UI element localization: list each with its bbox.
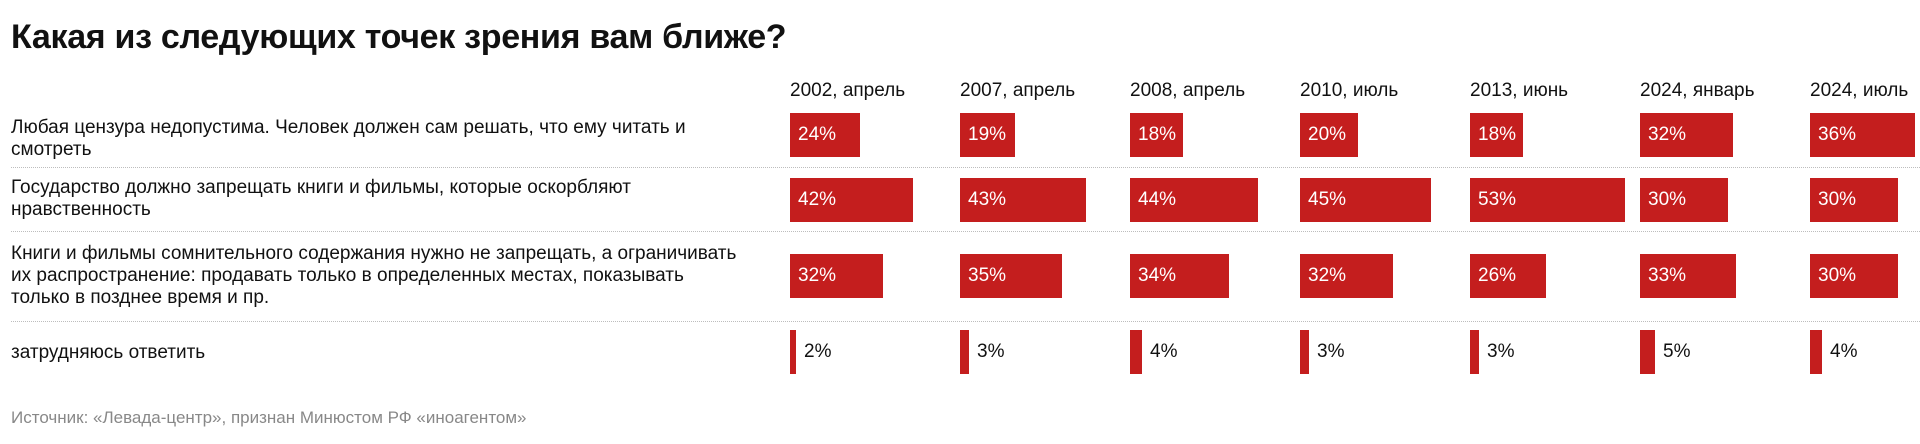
row-separator bbox=[11, 231, 1920, 232]
row-label: Любая цензура недопустима. Человек долже… bbox=[11, 112, 791, 166]
row-label-line: их распространение: продавать только в о… bbox=[11, 265, 684, 286]
bar bbox=[790, 254, 883, 298]
bar-value-label: 4% bbox=[1150, 341, 1178, 362]
column-header: 2007, апрель bbox=[960, 80, 1076, 101]
row-label: Государство должно запрещать книги и фил… bbox=[11, 168, 791, 230]
bar-value-label: 19% bbox=[968, 124, 1007, 145]
bar bbox=[1300, 178, 1431, 222]
bar bbox=[1810, 330, 1822, 374]
bar-value-label: 36% bbox=[1818, 124, 1857, 145]
column-header: 2008, апрель bbox=[1130, 80, 1246, 101]
bar-value-label: 20% bbox=[1308, 124, 1347, 145]
source-note: Источник: «Левада-центр», признан Минюст… bbox=[11, 408, 527, 427]
bar-value-label: 18% bbox=[1138, 124, 1177, 145]
bar-value-label: 32% bbox=[1308, 265, 1347, 286]
column-header: 2013, июнь bbox=[1470, 80, 1569, 101]
bar-value-label: 18% bbox=[1478, 124, 1517, 145]
bar bbox=[1640, 254, 1736, 298]
bar bbox=[1300, 330, 1309, 374]
column-header: 2010, июль bbox=[1300, 80, 1399, 101]
bar-value-label: 3% bbox=[1317, 341, 1345, 362]
row-label-line: Любая цензура недопустима. Человек долже… bbox=[11, 117, 686, 138]
row-label-line: только в позднее время и пр. bbox=[11, 287, 270, 308]
bar bbox=[1470, 178, 1625, 222]
bar-value-label: 5% bbox=[1663, 341, 1691, 362]
bar-value-label: 3% bbox=[977, 341, 1005, 362]
bar bbox=[1640, 178, 1728, 222]
bar bbox=[960, 178, 1086, 222]
bar bbox=[1640, 330, 1655, 374]
bar-value-label: 30% bbox=[1648, 189, 1687, 210]
bar-value-label: 3% bbox=[1487, 341, 1515, 362]
bar-value-label: 35% bbox=[968, 265, 1007, 286]
bar bbox=[960, 330, 969, 374]
column-header: 2024, июль bbox=[1810, 80, 1909, 101]
bar-value-label: 45% bbox=[1308, 189, 1347, 210]
bar-value-label: 26% bbox=[1478, 265, 1517, 286]
row-label-line: затрудняюсь ответить bbox=[11, 342, 206, 363]
row-label-line: Книги и фильмы сомнительного содержания … bbox=[11, 243, 737, 264]
bar bbox=[1130, 113, 1183, 157]
column-header: 2024, январь bbox=[1640, 80, 1755, 101]
bar-value-label: 33% bbox=[1648, 265, 1687, 286]
row-separator bbox=[11, 167, 1920, 168]
bar bbox=[790, 113, 860, 157]
row-label: Книги и фильмы сомнительного содержания … bbox=[11, 232, 791, 320]
bar bbox=[1640, 113, 1733, 157]
bar-value-label: 4% bbox=[1830, 341, 1858, 362]
bar-value-label: 30% bbox=[1818, 265, 1857, 286]
chart-title: Какая из следующих точек зрения вам ближ… bbox=[11, 18, 787, 56]
bar bbox=[960, 113, 1015, 157]
row-label-line: Государство должно запрещать книги и фил… bbox=[11, 177, 631, 198]
bar-value-label: 32% bbox=[1648, 124, 1687, 145]
bar bbox=[1300, 113, 1358, 157]
bar-value-label: 34% bbox=[1138, 265, 1177, 286]
bar bbox=[1130, 254, 1229, 298]
bar-value-label: 32% bbox=[798, 265, 837, 286]
row-label: затрудняюсь ответить bbox=[11, 322, 791, 384]
bar bbox=[1470, 113, 1523, 157]
bar bbox=[1810, 178, 1898, 222]
bar bbox=[790, 178, 913, 222]
bar-value-label: 2% bbox=[804, 341, 832, 362]
row-label-line: нравственность bbox=[11, 199, 151, 220]
bar bbox=[1470, 330, 1479, 374]
column-header: 2002, апрель bbox=[790, 80, 906, 101]
bar-value-label: 44% bbox=[1138, 189, 1177, 210]
row-label-line: смотреть bbox=[11, 139, 92, 160]
bar bbox=[1470, 254, 1546, 298]
bar-value-label: 43% bbox=[968, 189, 1007, 210]
bar bbox=[1130, 330, 1142, 374]
bar bbox=[1130, 178, 1258, 222]
bar bbox=[1300, 254, 1393, 298]
bar bbox=[790, 330, 796, 374]
bar bbox=[1810, 113, 1915, 157]
bar-value-label: 24% bbox=[798, 124, 837, 145]
row-separator bbox=[11, 321, 1920, 322]
bar bbox=[960, 254, 1062, 298]
bar bbox=[1810, 254, 1898, 298]
bar-value-label: 42% bbox=[798, 189, 837, 210]
bar-value-label: 30% bbox=[1818, 189, 1857, 210]
bar-value-label: 53% bbox=[1478, 189, 1517, 210]
